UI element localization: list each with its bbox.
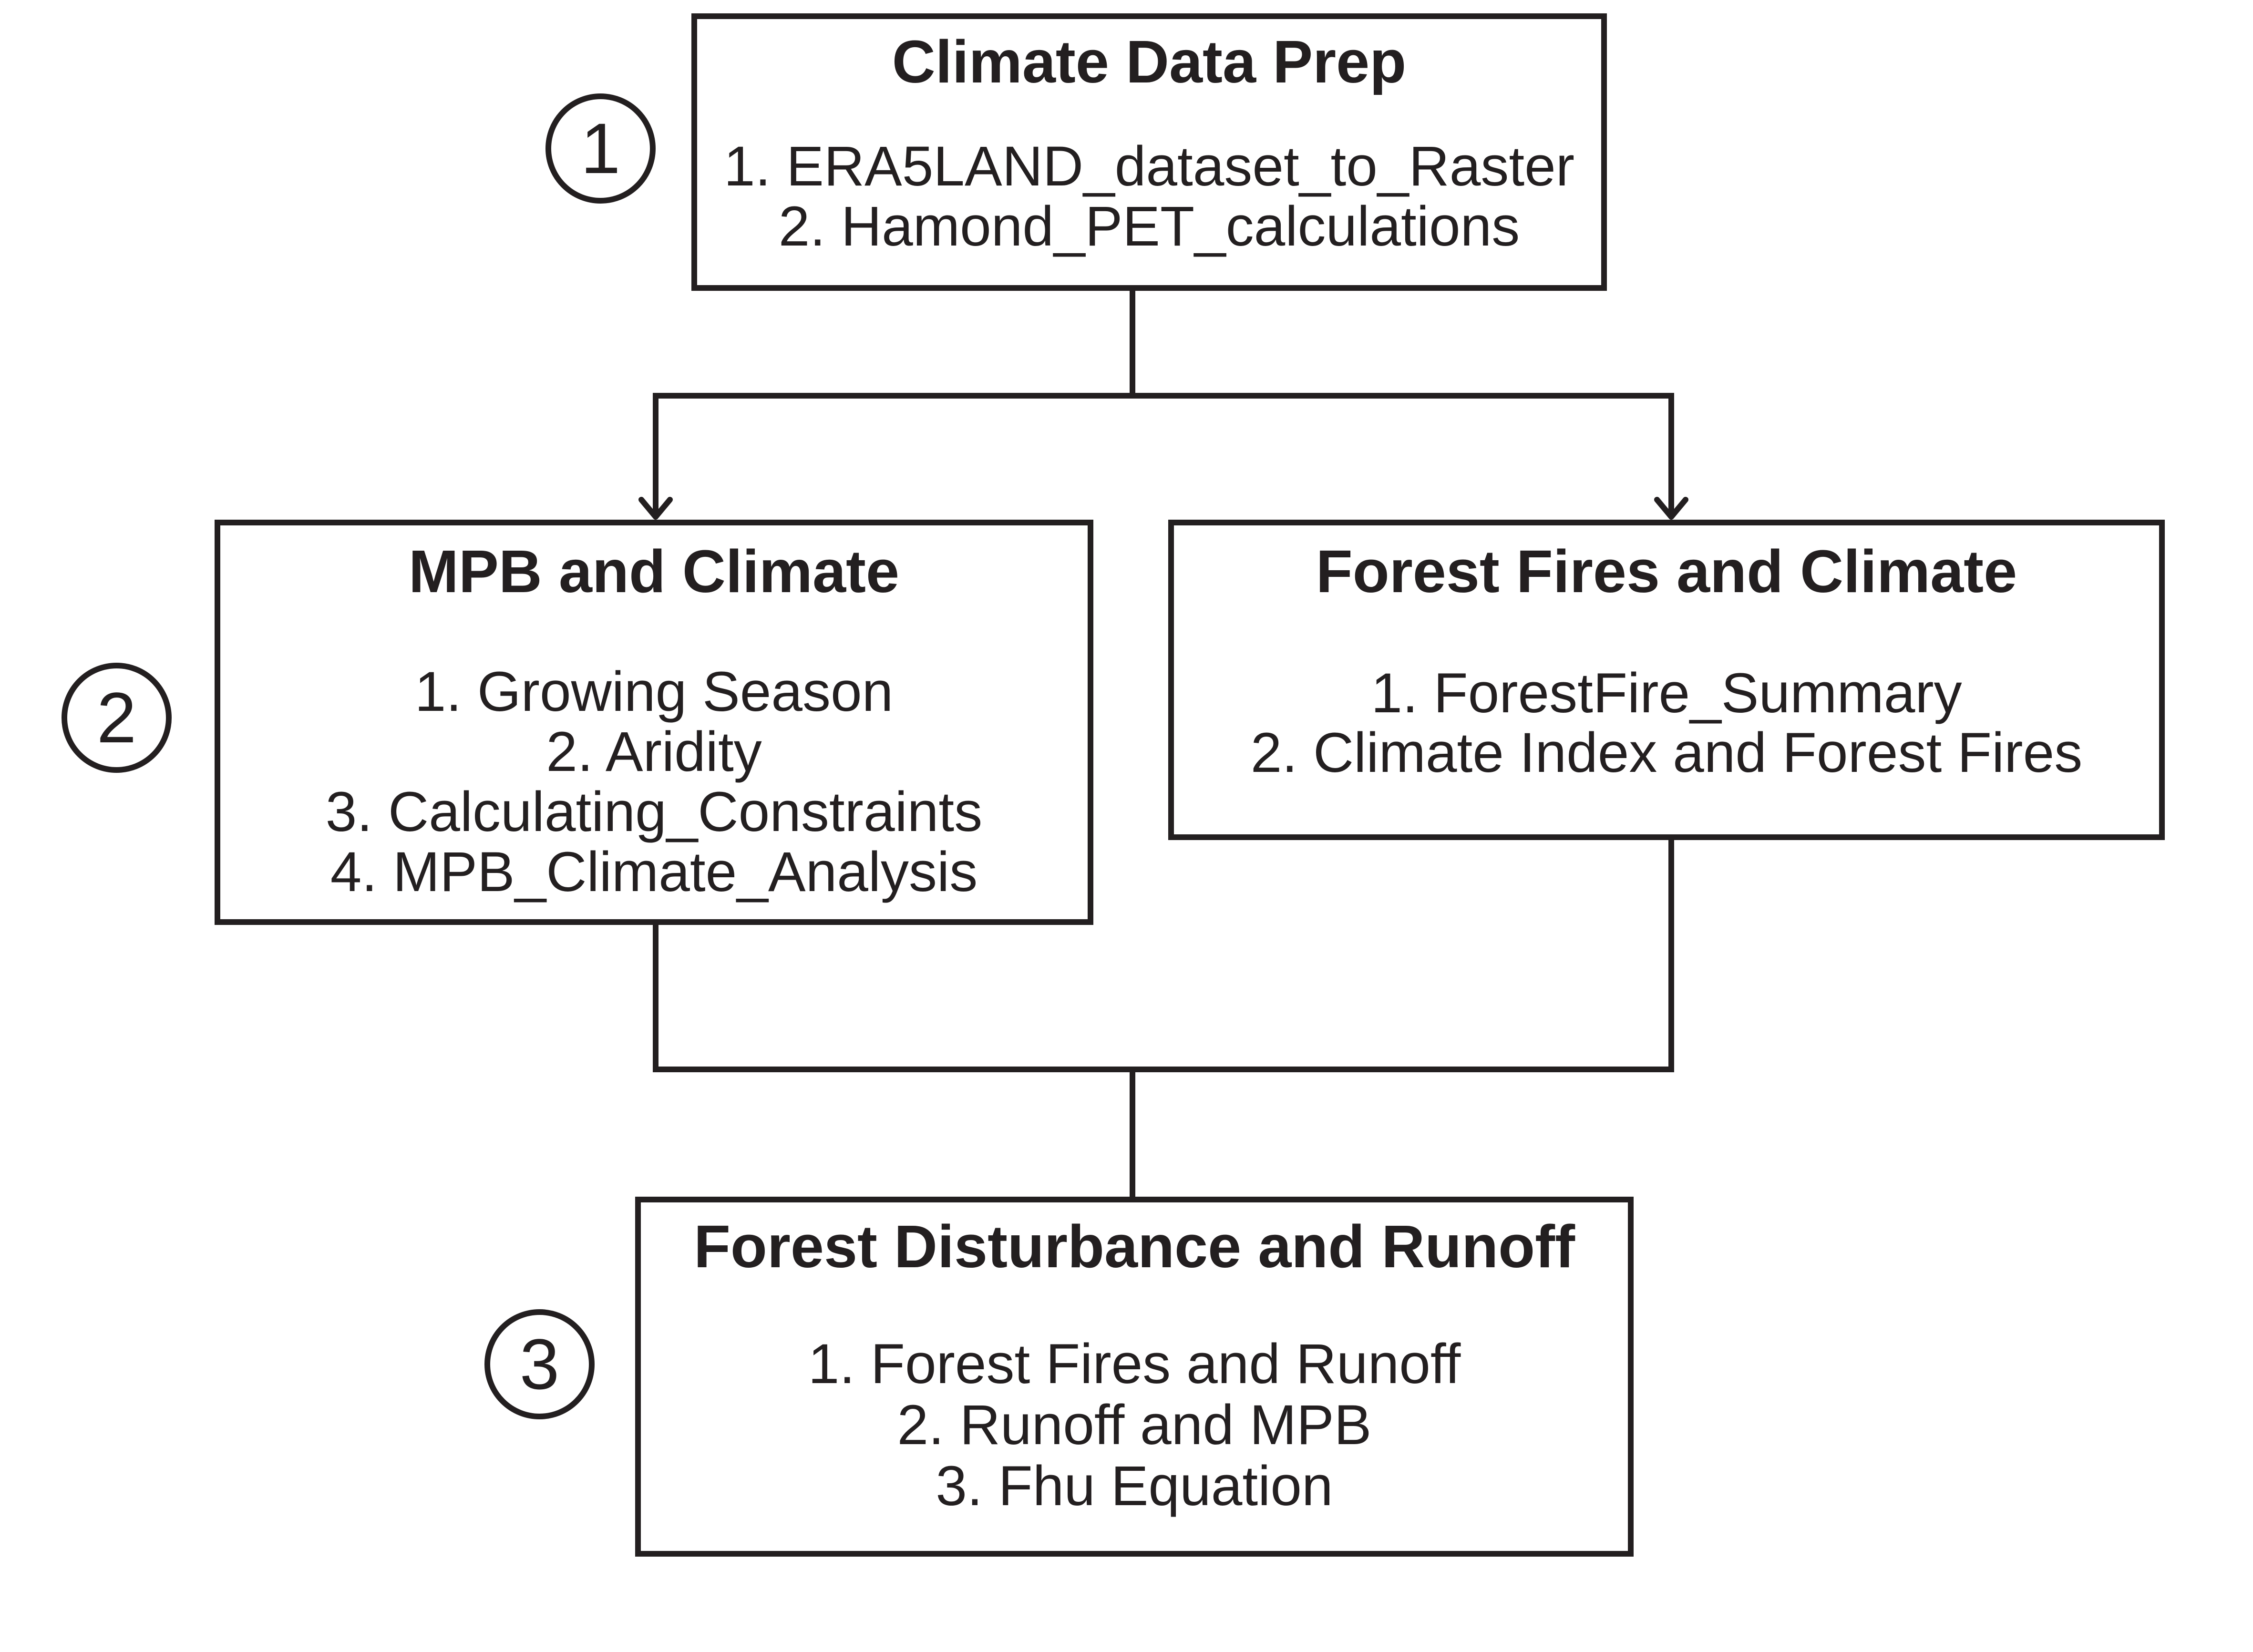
stage-3-marker: 3	[484, 1309, 595, 1419]
box-title: Climate Data Prep	[892, 28, 1407, 95]
step-item: 2. Runoff and MPB	[897, 1394, 1372, 1457]
forest-disturbance-and-runoff-box: Forest Disturbance and Runoff 1. Forest …	[635, 1197, 1634, 1557]
step-item: 1. Growing Season	[414, 660, 894, 723]
step-item: 1. ForestFire_Summary	[1371, 662, 1962, 725]
step-item: 2. Hamond_PET_calculations	[778, 195, 1520, 258]
step-list: 1. ERA5LAND_dataset_to_Raster 2. Hamond_…	[697, 138, 1601, 255]
step-item: 3. Calculating_Constraints	[325, 780, 983, 843]
step-item: 2. Aridity	[546, 720, 762, 783]
arrow-head-to-mpb	[638, 497, 673, 520]
step-list: 1. Forest Fires and Runoff 2. Runoff and…	[641, 1336, 1628, 1514]
merge-connector	[653, 837, 1674, 1202]
mpb-and-climate-box: MPB and Climate 1. Growing Season 2. Ari…	[215, 520, 1093, 925]
box-title: Forest Disturbance and Runoff	[693, 1213, 1575, 1280]
forest-fires-and-climate-box: Forest Fires and Climate 1. ForestFire_S…	[1168, 520, 2165, 840]
step-list: 1. Growing Season 2. Aridity 3. Calculat…	[220, 664, 1088, 900]
step-list: 1. ForestFire_Summary 2. Climate Index a…	[1174, 665, 2159, 781]
step-item: 1. Forest Fires and Runoff	[808, 1333, 1461, 1395]
climate-data-prep-box: Climate Data Prep 1. ERA5LAND_dataset_to…	[691, 13, 1607, 291]
stage-2-marker: 2	[62, 663, 172, 773]
split-connector	[653, 285, 1674, 513]
arrow-head-to-fires	[1654, 497, 1688, 520]
stage-1-marker: 1	[545, 93, 656, 204]
step-item: 1. ERA5LAND_dataset_to_Raster	[723, 135, 1575, 198]
box-title: Forest Fires and Climate	[1316, 538, 2017, 605]
box-title: MPB and Climate	[408, 538, 900, 605]
step-item: 4. MPB_Climate_Analysis	[330, 841, 978, 903]
step-item: 2. Climate Index and Forest Fires	[1250, 721, 2083, 784]
step-item: 3. Fhu Equation	[936, 1455, 1333, 1518]
